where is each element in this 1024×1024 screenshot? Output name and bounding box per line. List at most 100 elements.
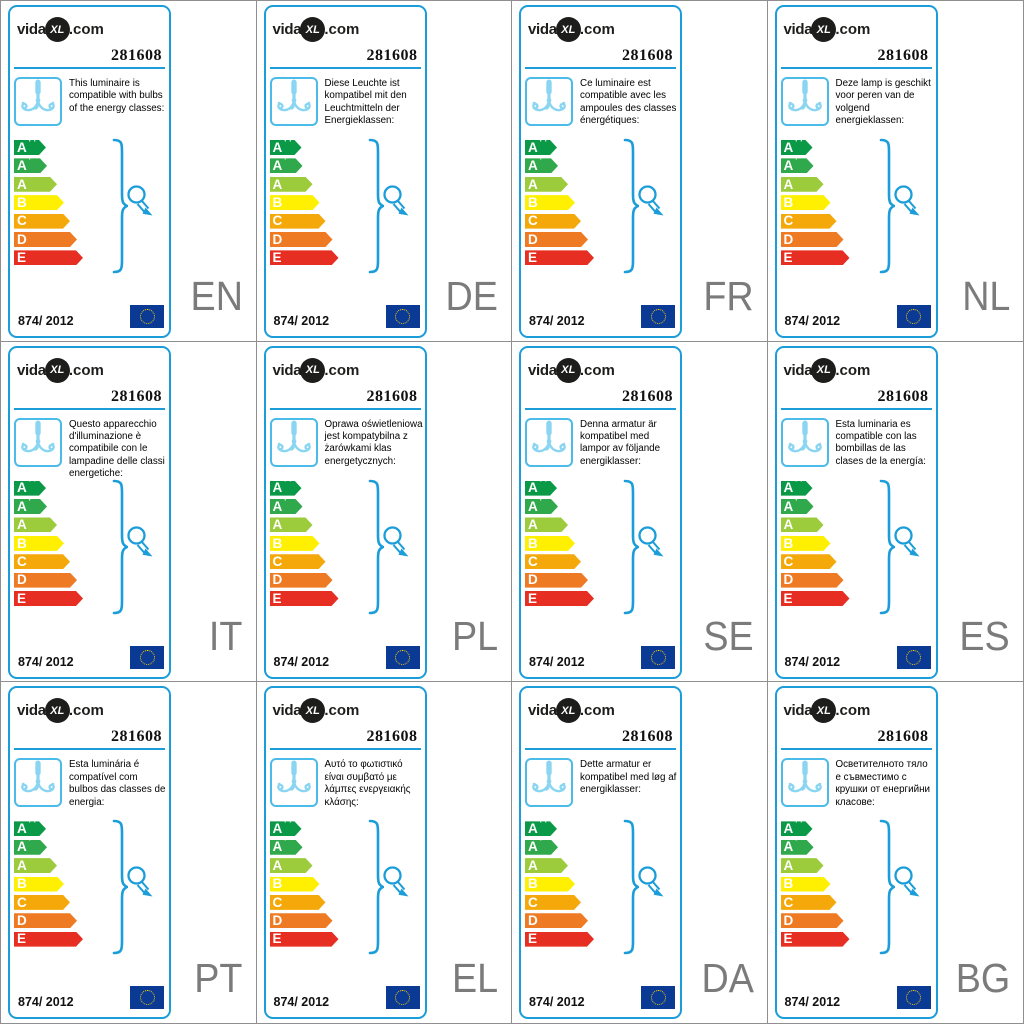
energy-class-arrow-D: D (270, 913, 333, 928)
vidaxl-logo: vida XL .com (784, 17, 870, 42)
energy-class-arrow-E: E (14, 250, 83, 265)
compatibility-description: Dette armatur er kompatibel med løg af e… (580, 759, 677, 796)
chandelier-icon (16, 79, 60, 128)
vidaxl-logo: vida XL .com (273, 698, 359, 724)
energy-class-letter: E (17, 590, 27, 606)
compatibility-description: Deze lamp is geschikt voor peren van de … (835, 78, 931, 127)
energy-class-arrow-C: C (525, 895, 581, 910)
bulb-icon (893, 865, 921, 904)
energy-class-letter: A+ (17, 833, 33, 855)
energy-class-arrow-A: A (781, 177, 824, 192)
classes-brace (623, 138, 641, 279)
classes-brace (368, 138, 386, 279)
energy-class-arrow-A+: A+ (781, 840, 814, 855)
logo-xl-badge: XL (44, 17, 70, 42)
header-divider (14, 748, 165, 751)
energy-class-letter: E (17, 250, 27, 266)
logo-suffix: .com (68, 21, 104, 38)
label-cell: vida XL .com 281608 (767, 682, 1023, 1023)
energy-class-letter: A+ (528, 833, 544, 855)
language-code: IT (208, 613, 243, 660)
bulb-icon (382, 184, 410, 223)
energy-class-letter: A+ (17, 152, 33, 174)
energy-class-letter: A++ (783, 474, 804, 496)
energy-class-arrow-A: A (781, 517, 824, 532)
energy-class-arrow-D: D (781, 232, 844, 247)
chandelier-icon (527, 79, 571, 128)
energy-class-arrow-C: C (525, 214, 581, 229)
classes-brace (879, 819, 897, 960)
logo-xl-badge: XL (44, 698, 70, 724)
energy-class-letter: A+ (272, 152, 288, 174)
chandelier-icon (272, 760, 316, 809)
luminaire-icon-box (269, 77, 318, 126)
energy-class-letter: B (17, 876, 27, 892)
classes-brace (879, 138, 897, 279)
header-divider (525, 748, 676, 751)
vidaxl-logo: vida XL .com (528, 698, 615, 724)
energy-class-letter: D (528, 913, 538, 929)
product-number: 281608 (622, 47, 673, 64)
product-number: 281608 (877, 387, 929, 405)
energy-class-arrow-C: C (14, 554, 70, 569)
energy-class-letter: A++ (272, 133, 293, 155)
energy-class-letter: D (17, 572, 27, 588)
vidaxl-logo: vida XL .com (17, 17, 104, 42)
luminaire-icon-box (780, 758, 829, 808)
energy-class-letter: D (528, 231, 538, 247)
energy-class-arrow-C: C (14, 214, 70, 229)
energy-class-letter: A (272, 857, 283, 873)
product-number: 281608 (366, 47, 418, 64)
energy-class-arrow-B: B (270, 536, 320, 551)
energy-class-arrow-D: D (781, 573, 844, 588)
classes-brace (368, 479, 386, 620)
logo-prefix: vida (783, 702, 813, 720)
eu-stars-circle (395, 309, 410, 324)
energy-label-card: vida XL .com 281608 (519, 5, 682, 338)
energy-class-arrows: A++ A+ A B C D E (14, 140, 83, 269)
energy-class-arrow-A++: A++ (14, 140, 46, 155)
energy-class-arrow-E: E (525, 932, 594, 947)
label-cell: vida XL .com 281608 (767, 341, 1023, 683)
logo-prefix: vida (17, 702, 46, 720)
energy-class-letter: B (272, 535, 283, 551)
energy-class-arrow-A+: A+ (525, 158, 558, 173)
product-number: 281608 (111, 728, 162, 746)
language-code: SE (703, 613, 754, 660)
logo-prefix: vida (528, 21, 557, 38)
energy-class-arrows: A++ A+ A B C D E (525, 481, 594, 610)
energy-class-letter: B (17, 194, 27, 210)
energy-class-arrow-A: A (525, 858, 568, 873)
energy-class-arrow-A: A (270, 177, 313, 192)
energy-class-arrow-E: E (270, 250, 339, 265)
energy-class-arrow-B: B (525, 195, 575, 210)
energy-class-arrow-C: C (781, 214, 837, 229)
energy-class-letter: A++ (17, 474, 38, 496)
energy-class-arrow-C: C (525, 554, 581, 569)
energy-class-arrow-A++: A++ (781, 821, 813, 836)
energy-class-arrow-A: A (14, 177, 57, 192)
eu-stars-circle (395, 649, 410, 665)
energy-class-arrow-A+: A+ (270, 158, 303, 173)
energy-class-arrow-E: E (525, 250, 594, 265)
energy-class-letter: A (17, 857, 27, 873)
energy-class-arrow-E: E (270, 591, 339, 606)
energy-class-letter: A++ (528, 133, 549, 155)
energy-label-card: vida XL .com 281608 (263, 686, 427, 1020)
energy-class-arrow-A+: A+ (781, 499, 814, 514)
label-cell: vida XL .com 281608 (1, 1, 257, 342)
regulation-number: 874/ 2012 (273, 995, 330, 1010)
energy-class-letter: E (783, 250, 793, 266)
eu-flag-icon (385, 645, 420, 669)
energy-class-arrow-D: D (14, 913, 77, 928)
energy-class-arrow-A++: A++ (270, 821, 302, 836)
energy-class-letter: E (528, 931, 538, 947)
energy-class-arrow-A+: A+ (525, 840, 558, 855)
eu-flag-icon (130, 645, 164, 669)
energy-class-letter: C (272, 553, 283, 569)
energy-class-letter: A+ (783, 833, 799, 855)
energy-class-arrow-A++: A++ (270, 481, 302, 496)
energy-class-arrow-C: C (781, 895, 837, 910)
logo-prefix: vida (783, 361, 813, 379)
energy-class-arrows: A++ A+ A B C D E (781, 140, 850, 269)
